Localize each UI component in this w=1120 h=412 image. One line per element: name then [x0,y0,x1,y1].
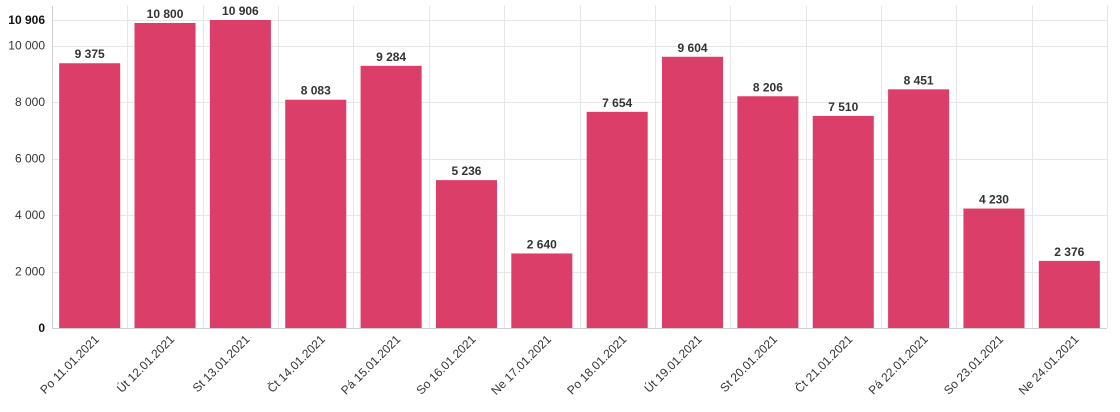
x-tick-label: Pá 22.01.2021 [866,332,931,397]
bar[interactable] [285,99,347,329]
data-labels-layer: 9 375 10 800 10 906 8 083 9 284 5 236 2 640 7 6… [75,4,1085,259]
y-tick-label: 10 000 [8,39,45,53]
bar[interactable] [662,56,724,329]
bar[interactable] [1038,260,1100,328]
x-axis: Po 11.01.2021 Út 12.01.2021 St 13.01.2021 Č… [37,331,1081,398]
data-label: 7 510 [828,100,858,114]
bar[interactable] [586,111,648,328]
bar[interactable] [511,253,573,328]
x-tick-label: Ne 17.01.2021 [488,332,554,398]
y-tick-label: 6 000 [15,152,45,166]
bar[interactable] [360,65,422,329]
data-label: 5 236 [451,164,481,178]
x-tick-label: Čt 21.01.2021 [791,331,855,395]
data-label: 9 375 [75,47,105,61]
data-label: 2 640 [527,237,557,251]
data-label: 9 284 [376,50,406,64]
data-label: 9 604 [678,41,708,55]
x-tick-label: Po 18.01.2021 [564,332,629,397]
bar[interactable] [812,115,874,328]
x-tick-label: So 23.01.2021 [941,332,1006,397]
data-label: 10 800 [147,7,184,21]
bar[interactable] [134,22,196,328]
x-tick-label: Po 11.01.2021 [37,332,102,397]
bar[interactable] [59,63,121,328]
data-label: 8 083 [301,84,331,98]
x-tick-label: Út 12.01.2021 [113,331,177,395]
y-tick-label: 2 000 [15,265,45,279]
bar[interactable] [209,20,271,328]
x-tick-label: Ne 24.01.2021 [1016,332,1082,398]
data-label: 10 906 [222,4,259,18]
y-tick-label: 0 [38,321,45,335]
y-tick-label: 4 000 [15,208,45,222]
x-tick-label: St 20.01.2021 [717,332,780,395]
x-tick-label: So 16.01.2021 [413,332,478,397]
bar[interactable] [737,96,799,328]
data-label: 7 654 [602,96,632,110]
x-tick-label: Čt 14.01.2021 [264,331,328,395]
y-tick-label: 8 000 [15,95,45,109]
x-tick-label: St 13.01.2021 [190,332,253,395]
data-label: 8 206 [753,80,783,94]
x-tick-label: Út 19.01.2021 [641,331,705,395]
grid-layer [52,6,1108,329]
bar[interactable] [435,180,497,328]
bar[interactable] [963,208,1025,328]
x-tick-label: Pá 15.01.2021 [338,332,403,397]
bars-layer [59,20,1100,329]
y-max-label: 10 906 [8,13,45,27]
bar[interactable] [888,89,950,328]
data-label: 8 451 [904,73,934,87]
data-label: 4 230 [979,193,1009,207]
data-label: 2 376 [1054,245,1084,259]
y-axis: 0 2 000 4 000 6 000 8 000 10 000 10 906 [8,13,45,335]
